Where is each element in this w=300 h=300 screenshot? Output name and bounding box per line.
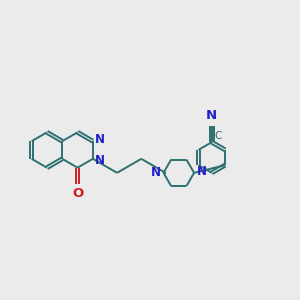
Text: O: O: [72, 188, 83, 200]
Text: N: N: [95, 133, 105, 146]
Text: C: C: [214, 130, 221, 141]
Text: N: N: [206, 110, 217, 122]
Text: N: N: [197, 165, 207, 178]
Text: N: N: [95, 154, 105, 167]
Text: N: N: [151, 166, 160, 179]
